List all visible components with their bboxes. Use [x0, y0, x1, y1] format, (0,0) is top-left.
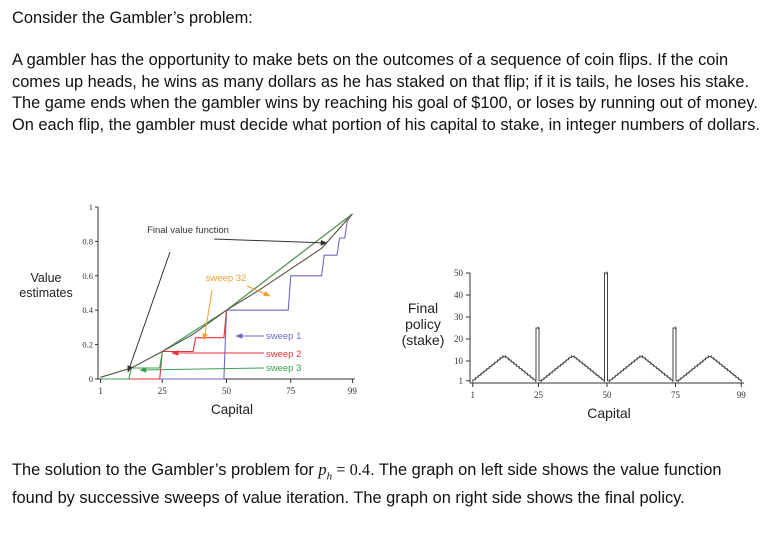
series-sweep-3 [100, 213, 353, 380]
value-ylabel-2: estimates [19, 286, 73, 300]
caption-sub: h [326, 470, 333, 483]
policy-xtick-label: 50 [603, 390, 613, 400]
problem-description: A gambler has the opportunity to make be… [12, 51, 760, 134]
caption-pre: The solution to the Gambler’s problem fo… [12, 461, 319, 479]
caption-p: p [318, 460, 327, 479]
final-value-arrow [213, 238, 328, 246]
policy-chart: Final policy (stake) 1 10 20 30 40 50 1 25 50 75… [402, 268, 747, 421]
value-ylabel-1: Value [30, 271, 61, 285]
series-sweep-1 [100, 213, 353, 380]
figure-caption: The solution to the Gambler’s problem fo… [12, 459, 764, 509]
value-xtick-label: 99 [348, 386, 358, 396]
policy-ylabel-1: Final [408, 300, 438, 316]
policy-xtick-label: 25 [534, 390, 544, 400]
final-value-arrow-2 [127, 251, 171, 373]
sweep1-label: sweep 1 [266, 331, 301, 342]
policy-xtick-label: 99 [737, 390, 747, 400]
caption-eq: = 0.4 [332, 460, 371, 479]
policy-ylabel-2: policy [405, 316, 441, 332]
value-ytick-label: 1 [89, 202, 93, 212]
value-xtick-label: 50 [222, 386, 232, 396]
policy-ytick-label: 40 [454, 290, 464, 300]
sweep2-label: sweep 2 [266, 349, 301, 360]
value-ytick-label: 0.6 [82, 271, 93, 281]
value-ytick-label: 0.4 [82, 305, 93, 315]
sweep3-label: sweep 3 [266, 363, 301, 374]
policy-ytick-label: 10 [454, 356, 464, 366]
value-ytick-label: 0.2 [82, 340, 93, 350]
sweep32-arrow [246, 285, 271, 297]
series-sweep-2 [100, 213, 353, 380]
value-chart: Value estimates 0 0.2 0.4 0.6 0.8 1 1 25 50 75 99… [19, 202, 357, 417]
value-ytick-label: 0.8 [82, 236, 93, 246]
policy-xlabel: Capital [587, 405, 631, 421]
value-xtick-label: 1 [98, 386, 103, 396]
policy-ytick-label: 1 [459, 376, 464, 386]
policy-xtick-label: 75 [671, 390, 681, 400]
caption-post: . The graph on left side shows the value… [12, 461, 722, 507]
sweep32-arrow-2 [202, 289, 213, 341]
value-ytick-label: 0 [89, 374, 93, 384]
value-xtick-label: 75 [286, 386, 296, 396]
sweep32-label: sweep 32 [206, 273, 247, 284]
value-xlabel: Capital [211, 402, 253, 417]
intro-title: Consider the Gambler’s problem: [12, 9, 253, 27]
policy-xtick-label: 1 [470, 390, 475, 400]
policy-ytick-label: 30 [454, 312, 464, 322]
policy-ytick-label: 20 [454, 334, 464, 344]
sweep3-arrow [139, 367, 265, 373]
final-value-label: Final value function [147, 225, 229, 236]
value-xtick-label: 25 [158, 386, 168, 396]
policy-line [472, 272, 742, 382]
policy-ytick-label: 50 [454, 268, 464, 278]
policy-ylabel-3: (stake) [402, 332, 445, 348]
